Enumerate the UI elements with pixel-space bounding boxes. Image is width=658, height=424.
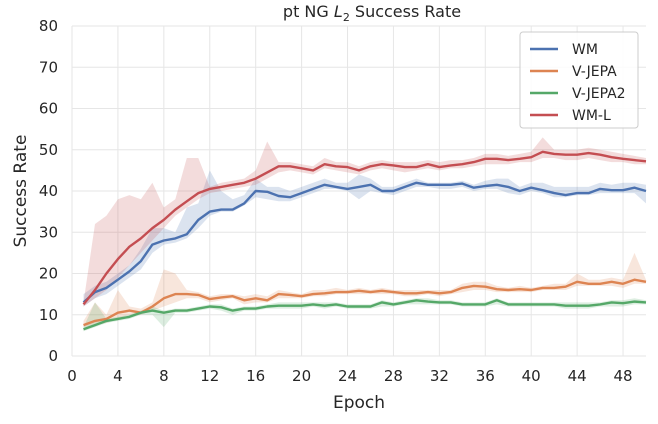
y-axis-label: Success Rate — [11, 135, 31, 248]
band-v-jepa2 — [83, 298, 646, 332]
y-tick-label: 50 — [39, 141, 58, 159]
line-v-jepa — [83, 278, 647, 327]
y-axis-ticks: 0 10 20 30 40 50 60 70 80 — [39, 17, 58, 365]
legend-label: V-JEPA — [572, 64, 617, 80]
x-tick-label: 4 — [113, 367, 123, 385]
x-tick-label: 24 — [338, 367, 357, 385]
legend: WM V-JEPA V-JEPA2 WM-L — [519, 31, 639, 129]
y-tick-label: 70 — [39, 58, 58, 76]
y-tick-label: 60 — [39, 100, 58, 118]
band-v-jepa — [83, 252, 646, 328]
line-v-jepa2 — [83, 299, 647, 331]
x-tick-label: 36 — [476, 367, 495, 385]
y-tick-label: 80 — [39, 17, 58, 35]
band-wm — [83, 170, 646, 307]
x-tick-label: 28 — [384, 367, 403, 385]
x-tick-label: 40 — [522, 367, 541, 385]
legend-label: V-JEPA2 — [572, 86, 626, 102]
y-tick-label: 30 — [39, 223, 58, 241]
y-tick-label: 40 — [39, 182, 58, 200]
x-tick-label: 44 — [568, 367, 587, 385]
x-tick-label: 16 — [246, 367, 265, 385]
chart-title: pt NG L2 Success Rate — [283, 2, 461, 24]
x-tick-label: 8 — [159, 367, 169, 385]
confidence-bands — [83, 137, 646, 332]
series-lines — [82, 150, 647, 331]
y-tick-label: 20 — [39, 265, 58, 283]
y-tick-label: 10 — [39, 306, 58, 324]
legend-box — [519, 31, 639, 129]
x-axis-label: Epoch — [333, 393, 385, 413]
x-tick-label: 12 — [200, 367, 219, 385]
x-tick-label: 48 — [613, 367, 632, 385]
legend-label: WM — [572, 42, 598, 58]
line-wm — [82, 181, 647, 304]
x-tick-label: 0 — [67, 367, 77, 385]
x-tick-label: 32 — [430, 367, 449, 385]
legend-label: WM-L — [572, 108, 611, 124]
y-tick-label: 0 — [48, 347, 58, 365]
line-wm-l — [82, 150, 647, 306]
x-tick-label: 20 — [292, 367, 311, 385]
x-axis-ticks: 0 4 8 12 16 20 24 28 32 36 40 44 48 — [67, 367, 632, 385]
